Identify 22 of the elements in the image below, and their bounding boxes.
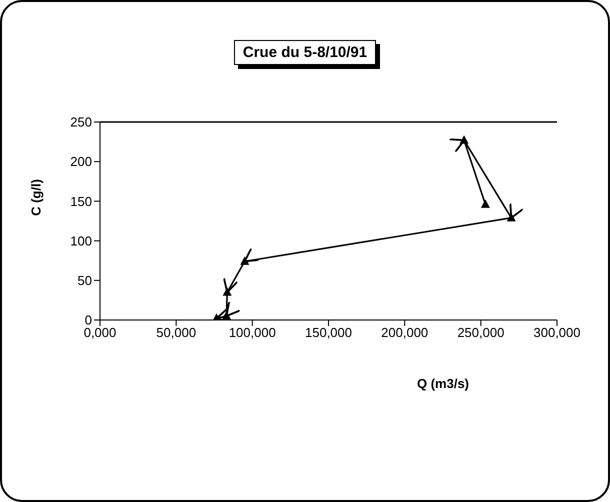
x-tick-label: 250,000 xyxy=(457,325,504,340)
point xyxy=(240,256,250,265)
x-tick-label: 300,000 xyxy=(534,325,580,340)
y-axis-title: C (g/l) xyxy=(28,178,44,218)
x-tick-label: 150,000 xyxy=(305,325,352,340)
point xyxy=(222,287,232,296)
x-tick-label: 0,000 xyxy=(84,325,116,340)
y-tick-label: 50 xyxy=(78,273,92,288)
y-tick-label: 0 xyxy=(84,312,92,328)
chart-title: Crue du 5-8/10/91 xyxy=(234,40,376,65)
point xyxy=(460,135,469,144)
y-tick-label: 250 xyxy=(70,114,92,130)
point xyxy=(480,199,490,208)
y-tick-label: 150 xyxy=(70,194,92,209)
point xyxy=(222,311,231,320)
x-axis-title: Q (m3/s) xyxy=(417,376,470,391)
x-tick-label: 50,000 xyxy=(156,325,196,340)
y-tick-label: 100 xyxy=(70,233,92,248)
point xyxy=(506,212,516,222)
y-tick-label: 200 xyxy=(70,154,92,170)
x-tick-label: 200,000 xyxy=(381,325,428,340)
x-tick-label: 100,000 xyxy=(228,325,276,340)
